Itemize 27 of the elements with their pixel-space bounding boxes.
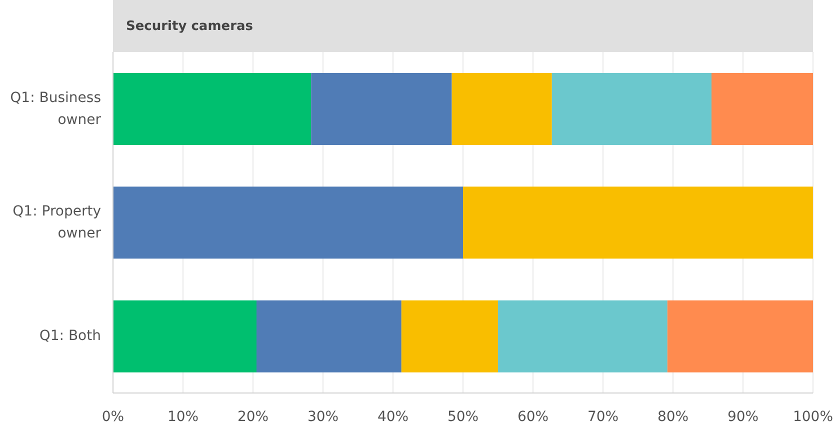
bar: [113, 300, 256, 372]
bar: [452, 73, 552, 145]
x-tick-label: 30%: [307, 408, 339, 425]
x-tick-label: 80%: [657, 408, 689, 425]
x-tick-label: 10%: [167, 408, 199, 425]
x-tick-label: 100%: [792, 408, 833, 425]
x-tick-label: 70%: [587, 408, 619, 425]
x-tick-label: 20%: [237, 408, 269, 425]
bar: [667, 300, 813, 372]
bar: [113, 73, 312, 145]
x-tick-label: 50%: [447, 408, 479, 425]
bar: [463, 186, 813, 259]
bar: [256, 300, 402, 372]
bar: [401, 300, 498, 372]
bar: [552, 73, 712, 145]
x-tick-label: 40%: [377, 408, 409, 425]
y-tick-label: Q1: Business owner: [10, 90, 102, 128]
chart-title: Security cameras: [113, 0, 813, 52]
x-tick-label: 60%: [517, 408, 549, 425]
x-tick-label: 90%: [727, 408, 759, 425]
bar: [712, 73, 813, 145]
y-tick-label: Q1: Property owner: [12, 203, 102, 242]
bar: [498, 300, 668, 372]
y-tick-label: Q1: Both: [39, 328, 101, 344]
bar: [113, 186, 463, 259]
bar: [311, 73, 452, 145]
x-tick-label: 0%: [102, 408, 124, 425]
